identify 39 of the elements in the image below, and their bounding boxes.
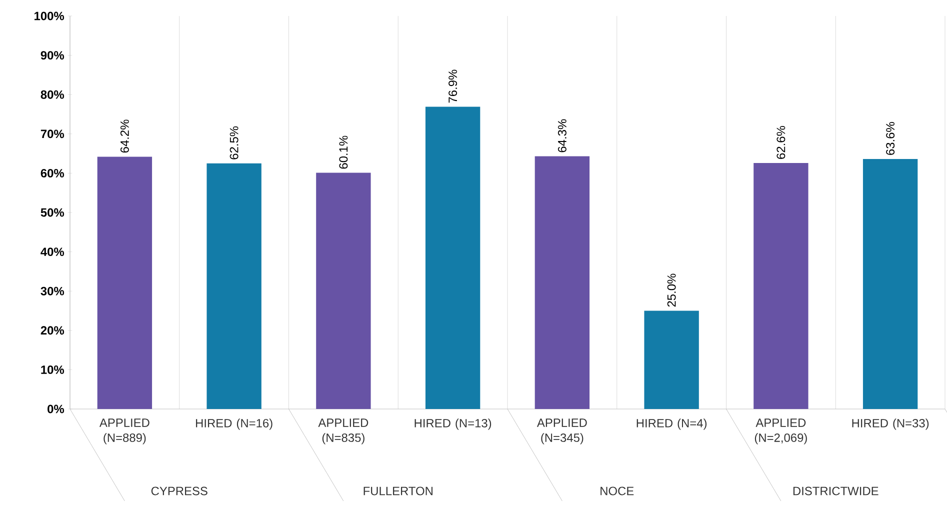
data-label: 60.1% bbox=[339, 136, 348, 169]
y-tick-label: 20% bbox=[40, 326, 64, 335]
bar bbox=[534, 156, 590, 409]
x-tick-label: HIRED (N=4) bbox=[636, 418, 707, 430]
bar bbox=[316, 172, 371, 409]
bar bbox=[644, 310, 699, 409]
bar bbox=[97, 156, 152, 409]
x-tick-label: APPLIED (N=835) bbox=[318, 418, 368, 444]
x-tick-label: APPLIED (N=2,069) bbox=[754, 418, 807, 444]
data-label: 62.5% bbox=[230, 126, 238, 160]
bar bbox=[862, 159, 918, 409]
data-label: 76.9% bbox=[448, 70, 458, 103]
y-tick-label: 70% bbox=[40, 130, 64, 138]
y-tick-label: 90% bbox=[40, 51, 64, 60]
x-tick-label: APPLIED (N=345) bbox=[536, 418, 587, 444]
y-tick-label: 40% bbox=[40, 248, 64, 256]
text: DISTRICTWIDE bbox=[793, 486, 878, 496]
text: NOCE bbox=[600, 486, 634, 496]
bar bbox=[206, 163, 262, 409]
y-tick-label: 100% bbox=[34, 12, 64, 20]
y-tick-label: 80% bbox=[40, 90, 64, 99]
bar bbox=[754, 162, 808, 409]
x-tick-label: APPLIED (N=889) bbox=[99, 418, 150, 444]
y-tick-label: 30% bbox=[40, 286, 64, 296]
x-tick-label: HIRED (N=16) bbox=[196, 418, 272, 430]
data-label: 64.2% bbox=[120, 120, 129, 153]
y-tick-label: 0% bbox=[48, 404, 64, 414]
data-label: 25.0% bbox=[667, 274, 676, 307]
data-label: 62.6% bbox=[776, 126, 786, 159]
text: FULLERTON bbox=[364, 486, 432, 496]
data-label: 64.3% bbox=[558, 119, 566, 152]
x-tick-label: HIRED (N=13) bbox=[414, 418, 492, 430]
y-tick-label: 50% bbox=[40, 208, 64, 217]
y-tick-label: 10% bbox=[41, 365, 64, 374]
y-tick-label: 60% bbox=[40, 168, 64, 178]
data-label: 63.6% bbox=[886, 122, 895, 155]
x-tick-label: HIRED (N=33) bbox=[852, 418, 929, 430]
bar bbox=[425, 106, 480, 409]
text: CYPRESS bbox=[151, 486, 208, 496]
